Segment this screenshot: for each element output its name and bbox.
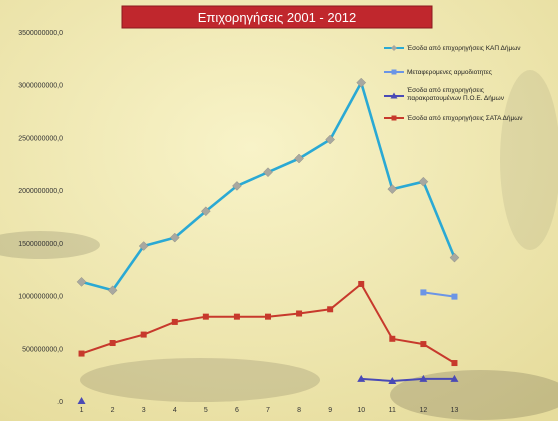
legend-label-line: παρακρατουμένων Π.Ο.Ε. Δήμων (407, 94, 504, 102)
data-point (109, 340, 116, 347)
series-line (423, 291, 455, 298)
data-point (419, 374, 428, 382)
title-banner (121, 5, 433, 29)
y-tick-label: 1000000000,0 (18, 294, 63, 301)
legend-marker (391, 115, 397, 121)
x-tick-label: 5 (204, 407, 208, 414)
data-point (420, 289, 427, 296)
data-point (357, 374, 366, 382)
legend-marker (391, 69, 397, 75)
data-point (325, 134, 336, 145)
y-tick-label: 3500000000,0 (18, 30, 63, 37)
x-tick-label: 2 (111, 407, 115, 414)
data-point (449, 252, 460, 263)
legend-label: Έσοδα από επιχορηγήσεις παρακρατουμένων Π… (406, 86, 504, 102)
data-point (358, 280, 365, 287)
x-tick-label: 9 (328, 407, 332, 414)
y-tick-label: 1500000000,0 (18, 241, 63, 248)
x-tick-label: 8 (297, 407, 301, 414)
legend-marker (390, 92, 398, 99)
legend-marker (391, 45, 397, 51)
data-point (202, 313, 209, 320)
data-point (387, 184, 398, 194)
data-point (296, 310, 303, 317)
ink-smudge (80, 358, 320, 402)
ink-smudge (390, 370, 558, 420)
legend-label: Μεταφερομενες αρμοδιοτητες (407, 69, 492, 76)
chart-title: Επιχορηγήσεις 2001 - 2012 (198, 10, 357, 25)
data-point (388, 376, 397, 384)
data-point (140, 331, 147, 338)
x-tick-label: 6 (235, 407, 239, 414)
data-point (450, 374, 459, 382)
legend-label: Έσοδα από επιχορηγήσεις ΚΑΠ Δήμων (406, 44, 521, 52)
ink-smudge (0, 231, 100, 259)
series-group (78, 280, 458, 367)
x-tick-label: 4 (173, 407, 177, 414)
y-tick-label: 500000000,0 (22, 346, 63, 353)
data-point (200, 206, 211, 217)
series-group (77, 374, 459, 404)
data-point (418, 176, 429, 187)
data-point (77, 397, 86, 404)
legend-label-line: Έσοδα από επιχορηγήσεις (406, 86, 484, 94)
series-line (361, 377, 455, 382)
x-tick-label: 10 (357, 407, 365, 414)
data-point (265, 313, 271, 320)
data-point (78, 350, 85, 357)
series-group (420, 289, 458, 300)
data-point (451, 293, 458, 300)
data-point (327, 306, 334, 313)
x-tick-label: 1 (80, 407, 84, 414)
y-tick-label: 2000000000,0 (18, 188, 63, 195)
data-point (451, 360, 458, 367)
data-point (389, 335, 396, 342)
ink-smudge (500, 70, 558, 250)
y-tick-label: 2500000000,0 (18, 135, 63, 142)
data-point (171, 318, 178, 325)
legend-label: Έσοδα από επιχορηγήσεις ΣΑΤΑ Δήμων (406, 114, 523, 122)
data-point (76, 277, 87, 287)
x-tick-label: 11 (389, 407, 396, 414)
y-tick-label: .0 (57, 399, 63, 406)
data-point (233, 313, 240, 320)
data-point (356, 77, 367, 88)
y-tick-label: 3000000000,0 (18, 83, 63, 90)
data-point (107, 285, 118, 296)
x-tick-label: 12 (419, 407, 427, 414)
x-tick-label: 7 (266, 407, 270, 414)
series-group (76, 77, 460, 296)
data-point (232, 181, 242, 191)
data-point (263, 167, 273, 178)
data-point (294, 153, 304, 164)
x-tick-label: 13 (451, 407, 459, 414)
data-point (420, 341, 427, 348)
data-point (138, 241, 149, 251)
x-tick-label: 3 (142, 407, 146, 414)
data-point (169, 232, 180, 243)
